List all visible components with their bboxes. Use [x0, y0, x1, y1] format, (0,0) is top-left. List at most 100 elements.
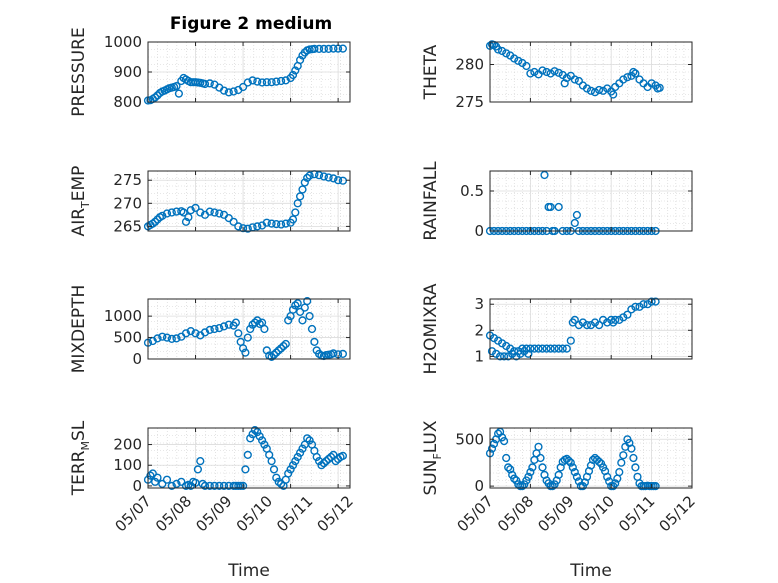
- data-point: [489, 334, 499, 343]
- data-point: [574, 76, 584, 86]
- data-point: [267, 457, 276, 466]
- axes-box: [147, 427, 351, 489]
- data-point: [594, 321, 604, 330]
- data-point: [538, 66, 547, 75]
- y-axis-label-rest: SL: [69, 420, 89, 441]
- data-point: [269, 465, 279, 474]
- data-point: [590, 318, 600, 327]
- data-point: [319, 44, 329, 54]
- y-tick-label: 265: [113, 217, 142, 235]
- data-point: [229, 217, 238, 226]
- data-point: [334, 176, 343, 185]
- data-point: [514, 56, 523, 65]
- data-point: [526, 468, 535, 477]
- data-point: [200, 79, 210, 89]
- data-point: [594, 85, 604, 95]
- subplot-air_temp: 265 270 275 AIRTEMP: [69, 166, 351, 236]
- data-point: [324, 454, 333, 464]
- data-point: [598, 86, 608, 95]
- data-point: [288, 461, 298, 470]
- data-point: [619, 313, 628, 322]
- y-axis-label-main: PRESSURE: [69, 27, 89, 116]
- data-point: [534, 344, 543, 353]
- data-point: [181, 217, 191, 226]
- data-point: [651, 297, 660, 306]
- data-point: [582, 84, 592, 93]
- data-point: [310, 44, 319, 54]
- y-axis-label: PRESSURE: [69, 27, 89, 116]
- data-point: [619, 75, 628, 84]
- data-point: [611, 315, 620, 325]
- data-point: [267, 78, 276, 87]
- data-point: [293, 299, 302, 308]
- data-point: [322, 457, 331, 466]
- data-point: [167, 334, 176, 344]
- data-point: [619, 451, 628, 460]
- data-point: [284, 316, 293, 325]
- data-point: [566, 336, 575, 345]
- y-axis-label-subscript: M: [79, 441, 92, 451]
- data-point: [243, 78, 252, 87]
- data-point: [162, 475, 172, 484]
- data-point: [243, 224, 252, 233]
- data-point: [158, 479, 167, 489]
- data-point: [326, 452, 336, 462]
- data-point: [184, 213, 193, 222]
- data-point: [298, 185, 307, 194]
- data-point: [338, 44, 348, 53]
- data-point: [151, 93, 160, 102]
- data-point: [239, 224, 248, 233]
- data-point: [262, 218, 271, 227]
- y-tick-label: 270: [113, 194, 142, 212]
- data-point: [167, 208, 176, 217]
- data-point: [570, 75, 579, 84]
- data-point: [267, 352, 276, 362]
- data-point: [260, 440, 269, 449]
- data-point: [298, 444, 307, 453]
- data-point: [158, 332, 167, 341]
- data-point: [639, 300, 648, 309]
- data-point: [489, 439, 499, 449]
- data-point: [284, 469, 293, 478]
- y-tick-label: 280: [455, 56, 484, 74]
- data-point: [603, 472, 612, 481]
- data-point: [277, 76, 286, 86]
- data-point: [510, 474, 519, 483]
- data-point: [172, 81, 181, 91]
- data-point: [274, 477, 283, 486]
- data-point: [324, 44, 333, 54]
- data-point: [272, 473, 281, 482]
- data-point: [291, 301, 300, 310]
- data-point: [279, 342, 288, 351]
- data-point: [148, 219, 157, 228]
- subplot-theta: 275 280 THETA: [421, 40, 693, 111]
- data-point: [262, 78, 271, 87]
- data-point: [167, 481, 176, 491]
- data-point: [272, 220, 281, 229]
- data-point: [310, 337, 319, 347]
- data-point: [205, 325, 214, 335]
- y-tick-label: 275: [113, 171, 142, 189]
- data-point: [274, 346, 283, 355]
- data-point: [269, 350, 279, 359]
- data-point: [502, 453, 511, 463]
- data-point: [522, 61, 531, 71]
- data-point: [546, 202, 555, 212]
- y-tick-label: 100: [113, 456, 142, 474]
- data-point: [241, 465, 250, 474]
- data-point: [243, 450, 252, 460]
- data-point: [631, 463, 640, 472]
- data-point: [554, 470, 563, 480]
- y-tick-label: 800: [113, 93, 142, 111]
- y-tick-label: 275: [455, 93, 484, 111]
- data-point: [253, 428, 262, 437]
- data-point: [324, 173, 333, 182]
- data-point: [528, 463, 537, 472]
- data-point: [210, 324, 219, 334]
- data-point: [272, 348, 281, 357]
- data-point: [631, 69, 640, 78]
- data-point: [578, 318, 588, 327]
- data-point: [210, 481, 219, 491]
- y-axis-label-main: TERR: [69, 450, 89, 496]
